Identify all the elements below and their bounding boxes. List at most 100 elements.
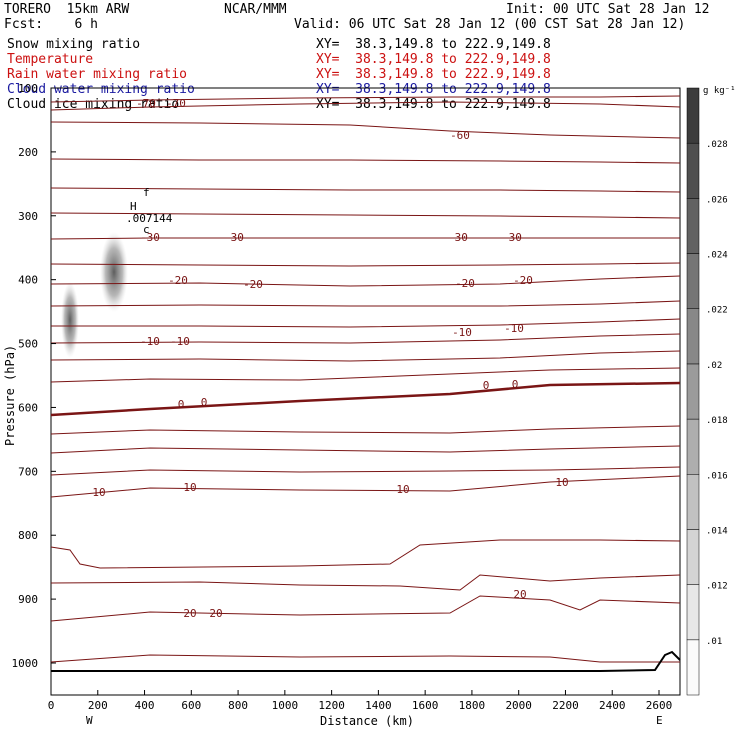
field-name-temperature: Temperature — [7, 52, 94, 67]
temperature-contour-label: -60 — [450, 129, 470, 142]
x-tick-label: 2000 — [505, 699, 532, 712]
colorbar-tick-label: .014 — [706, 526, 728, 536]
temperature-contour-label: -10 — [504, 322, 524, 335]
y-tick-label: 300 — [18, 210, 38, 223]
snow-max-value: .007144 — [126, 212, 173, 225]
x-tick-label: 1600 — [412, 699, 439, 712]
y-tick-label: 800 — [18, 529, 38, 542]
temperature-contour-label: 0 — [201, 396, 208, 409]
x-tick-label: 2400 — [599, 699, 626, 712]
x-tick-label: 1800 — [459, 699, 486, 712]
y-tick-label: 900 — [18, 593, 38, 606]
colorbar-swatch — [686, 529, 700, 585]
colorbar-swatch — [686, 198, 700, 254]
temperature-contour-label: 20 — [209, 607, 222, 620]
x-tick-label: 2600 — [646, 699, 673, 712]
colorbar-tick-label: .012 — [706, 582, 728, 592]
colorbar-tick-label: .016 — [706, 471, 728, 481]
temperature-contour-label: 10 — [555, 476, 568, 489]
x-axis-title: Distance (km) — [320, 714, 414, 728]
temperature-contours — [50, 95, 681, 663]
x-tick-label: 1000 — [272, 699, 299, 712]
colorbar-swatch — [686, 639, 700, 696]
temperature-contour-label: -30 — [140, 231, 160, 244]
temperature-contour-label: -70 — [136, 97, 156, 110]
y-tick-label: 400 — [18, 274, 38, 287]
field-xy-cloud-water: XY= 38.3,149.8 to 222.9,149.8 — [316, 82, 551, 97]
terrain-line — [51, 650, 681, 672]
west-end-label: W — [86, 714, 93, 727]
temperature-contour-label: -20 — [168, 274, 188, 287]
valid-time: Valid: 06 UTC Sat 28 Jan 12 (00 CST Sat … — [294, 17, 686, 32]
colorbar-tick-label: .028 — [706, 140, 728, 150]
forecast-hour: Fcst: 6 h — [4, 17, 98, 32]
colorbar-swatch — [686, 418, 700, 475]
temperature-contour-label: -70 — [166, 97, 186, 110]
colorbar-swatch — [686, 142, 700, 199]
colorbar-tick-label: .026 — [706, 195, 728, 205]
field-xy-rain: XY= 38.3,149.8 to 222.9,149.8 — [316, 67, 551, 82]
x-tick-label: 800 — [228, 699, 248, 712]
colorbar-swatch — [686, 584, 700, 641]
snow-max-marker: H — [130, 200, 137, 213]
temperature-contour-label: -20 — [243, 278, 263, 291]
model-title: TORERO 15km ARW — [4, 2, 130, 17]
y-tick-label: 700 — [18, 465, 38, 478]
y-axis-title: Pressure (hPa) — [3, 345, 17, 446]
x-axis: 0 200 400 600 800 1000 1200 1400 1600 1800 2000 220… — [48, 690, 673, 712]
temperature-contour-label: 0 — [178, 398, 185, 411]
temperature-contour-label: -10 — [170, 335, 190, 348]
temperature-contour-label: 20 — [183, 607, 196, 620]
init-time: Init: 00 UTC Sat 28 Jan 12 — [506, 2, 710, 17]
field-name-snow: Snow mixing ratio — [7, 37, 141, 52]
x-tick-label: 400 — [135, 699, 155, 712]
temperature-contour-label: 10 — [183, 481, 196, 494]
x-tick-label: 1400 — [365, 699, 392, 712]
temperature-contour-label: -30 — [448, 231, 468, 244]
y-tick-label: 500 — [18, 338, 38, 351]
colorbar-units: g kg⁻¹ — [703, 86, 736, 96]
temperature-contour-label: 10 — [92, 486, 105, 499]
colorbar-swatch — [686, 253, 700, 309]
colorbar-tick-label: .018 — [706, 416, 728, 426]
temperature-contour-label: 10 — [396, 483, 409, 496]
center-name: NCAR/MMM — [224, 2, 287, 17]
colorbar: .01 .012 .014 .016 .018 .02 .022 .024 .026 .028 — [686, 87, 728, 696]
colorbar-swatch — [686, 474, 700, 530]
y-tick-label: 600 — [18, 401, 38, 414]
snow-mixing-ratio-secondary — [61, 282, 79, 358]
y-tick-label: 100 — [18, 82, 38, 95]
plot-frame — [50, 87, 681, 696]
colorbar-tick-label: .01 — [706, 637, 722, 647]
field-xy-snow: XY= 38.3,149.8 to 222.9,149.8 — [316, 37, 551, 52]
east-end-label: E — [656, 714, 663, 727]
cloud-marker: c — [143, 223, 150, 236]
temperature-contour-label: -10 — [140, 335, 160, 348]
colorbar-tick-label: .024 — [706, 251, 728, 261]
colorbar-swatch — [686, 363, 700, 420]
temperature-contour-label: 20 — [513, 588, 526, 601]
y-axis: 100 200 300 400 500 600 700 800 900 1000 — [12, 82, 56, 670]
temperature-contour-label: 0 — [483, 379, 490, 392]
x-tick-label: 600 — [181, 699, 201, 712]
field-name-cloud-water: Cloud water mixing ratio — [7, 82, 195, 97]
colorbar-tick-label: .02 — [706, 361, 722, 371]
field-name-rain: Rain water mixing ratio — [7, 67, 188, 82]
x-tick-label: 1200 — [318, 699, 345, 712]
y-tick-label: 1000 — [12, 657, 39, 670]
colorbar-tick-label: .022 — [706, 306, 728, 316]
x-tick-label: 2200 — [552, 699, 579, 712]
field-xy-cloud-ice: XY= 38.3,149.8 to 222.9,149.8 — [316, 97, 551, 112]
temperature-contour-label: -30 — [502, 231, 522, 244]
temperature-contour-label: 0 — [512, 378, 519, 391]
snow-mixing-ratio-max — [100, 232, 128, 312]
y-tick-label: 200 — [18, 146, 38, 159]
temperature-contour-label: -20 — [455, 277, 475, 290]
temperature-contour-label: -30 — [224, 231, 244, 244]
freezing-level-contour — [50, 381, 681, 417]
x-tick-label: 200 — [88, 699, 108, 712]
x-tick-label: 0 — [48, 699, 55, 712]
colorbar-swatch — [686, 308, 700, 365]
cloud-ice-marker: f — [143, 186, 150, 199]
